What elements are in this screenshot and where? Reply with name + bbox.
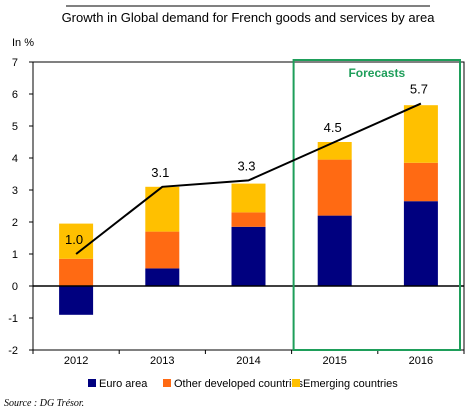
y-tick-label: 5 (12, 121, 18, 133)
bar-2013-series-1 (145, 231, 180, 269)
bar-2015-series-0 (317, 215, 352, 286)
bar-2016-series-1 (403, 162, 438, 202)
y-tick-label: 6 (12, 89, 18, 101)
total-label-2012: 1.0 (65, 232, 83, 247)
y-tick-label: 2 (12, 217, 18, 229)
bar-2013-series-0 (145, 268, 180, 286)
x-tick-label: 2016 (409, 355, 433, 367)
plot-frame (32, 61, 465, 351)
chart-title: Growth in Global demand for French goods… (62, 10, 436, 25)
y-tick-label: -1 (8, 313, 18, 325)
legend-label-1: Other developed countries (174, 378, 304, 390)
x-tick-label: 2015 (322, 355, 346, 367)
x-ticks: 2012 2013 2014 2015 2016 (32, 350, 465, 367)
bar-2014-series-0 (231, 226, 266, 286)
total-labels: 1.0 3.1 3.3 4.5 5.7 (65, 82, 428, 247)
bars-group (59, 105, 438, 315)
bar-2012-series-0 (59, 286, 94, 315)
total-label-2015: 4.5 (324, 120, 342, 135)
bar-2015-series-2 (317, 142, 352, 160)
legend-swatch-1 (163, 379, 171, 387)
y-tick-label: -2 (8, 345, 18, 357)
bar-2013-series-2 (145, 186, 180, 232)
total-label-2014: 3.3 (237, 158, 255, 173)
bar-2016-series-0 (403, 201, 438, 286)
legend: Euro area Other developed countries Emergi… (88, 378, 398, 390)
bar-2014-series-2 (231, 183, 266, 213)
legend-swatch-2 (292, 379, 300, 387)
y-tick-label: 7 (12, 57, 18, 69)
y-tick-label: 4 (12, 153, 18, 165)
total-label-2013: 3.1 (151, 165, 169, 180)
bar-2015-series-1 (317, 159, 352, 216)
bar-2014-series-1 (231, 212, 266, 227)
forecast-box (292, 59, 461, 351)
y-ticks: -2 -1 0 1 2 3 4 5 6 7 (8, 57, 33, 357)
total-line (75, 102, 422, 255)
bar-2012-series-1 (59, 258, 94, 286)
legend-label-0: Euro area (99, 378, 148, 390)
source-note: Source : DG Trésor. (4, 398, 84, 409)
y-tick-label: 3 (12, 185, 18, 197)
y-tick-label: 1 (12, 249, 18, 261)
bar-2016-series-2 (403, 105, 438, 163)
x-tick-label: 2012 (64, 355, 88, 367)
x-tick-label: 2013 (150, 355, 174, 367)
y-axis-label: In % (12, 37, 34, 49)
y-tick-label: 0 (12, 281, 18, 293)
x-tick-label: 2014 (236, 355, 260, 367)
forecast-label: Forecasts (348, 66, 405, 80)
legend-label-2: Emerging countries (303, 378, 398, 390)
total-label-2016: 5.7 (410, 82, 428, 97)
legend-swatch-0 (88, 379, 96, 387)
